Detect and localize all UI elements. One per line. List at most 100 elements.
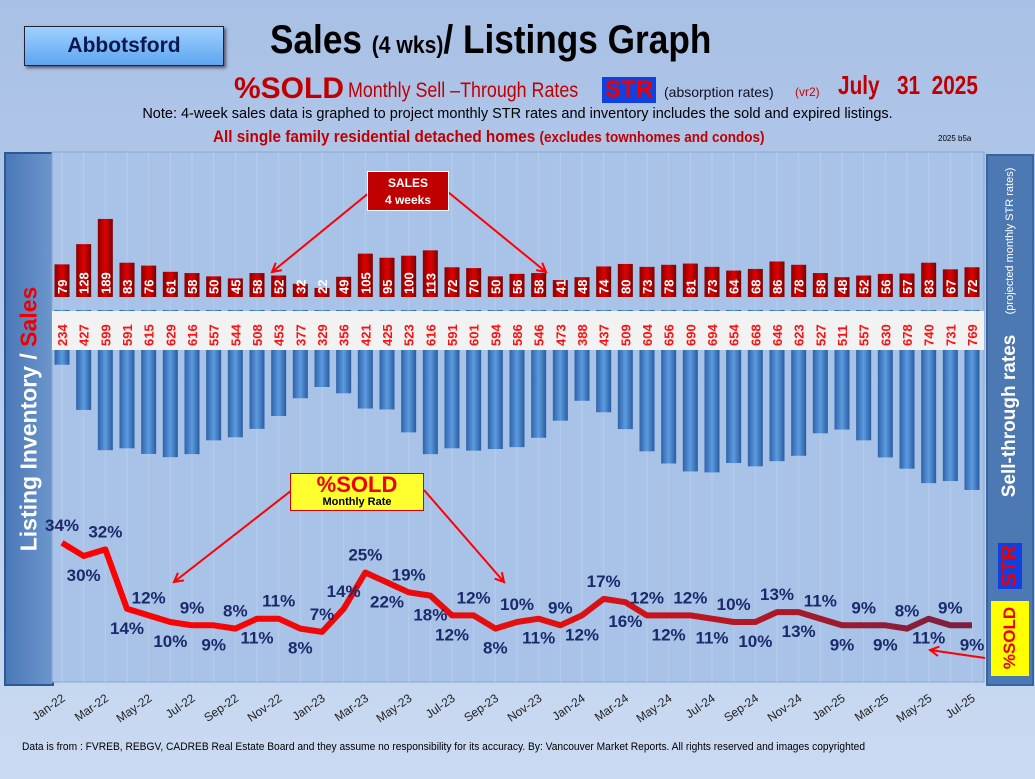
sales-bar (97, 218, 113, 297)
sales-value-label: 105 (358, 272, 373, 294)
sales-bar (791, 264, 807, 297)
sales-bar (76, 244, 92, 297)
sales-bar (401, 255, 417, 297)
sales-value-label: 58 (532, 280, 547, 294)
listings-value-label: 329 (315, 324, 330, 346)
listings-value-label: 678 (900, 324, 915, 346)
sales-value-label: 67 (943, 280, 958, 294)
pct-sold-label: 19% (392, 565, 426, 584)
listings-bar (964, 310, 980, 490)
sales-bar (119, 262, 135, 297)
pct-sold-label: 9% (830, 635, 855, 654)
x-tick-label: Jul-22 (163, 691, 198, 721)
sales-bar (596, 266, 612, 297)
pct-sold-label: 14% (110, 619, 144, 638)
sales-value-label: 83 (922, 280, 937, 294)
title-wks: (4 wks) (371, 32, 444, 59)
report-date: July 31 2025 (838, 70, 978, 100)
listings-value-label: 769 (965, 324, 980, 346)
pct-sold-label: 14% (327, 582, 361, 601)
sales-value-label: 52 (857, 280, 872, 294)
pct-sold-label: 25% (348, 546, 382, 565)
pct-sold-label: 9% (548, 598, 573, 617)
arrowhead-icon (270, 262, 283, 274)
listings-value-label: 377 (293, 324, 308, 346)
sales-value-label: 189 (98, 272, 113, 294)
sales-bar (162, 271, 178, 297)
sales-value-label: 61 (163, 280, 178, 294)
listings-value-label: 694 (705, 324, 720, 346)
arrowhead-icon (927, 645, 940, 657)
x-tick-label: Nov-23 (505, 691, 545, 725)
x-tick-label: Jan-23 (290, 691, 328, 724)
listings-value-label: 630 (878, 324, 893, 346)
pct-sold-label: 8% (223, 602, 248, 621)
x-tick-label: Sep-24 (721, 691, 761, 725)
sales-bar (704, 266, 720, 297)
pct-sold-label: 32% (88, 522, 122, 541)
x-tick-label: May-24 (634, 691, 675, 726)
x-tick-label: May-25 (894, 691, 935, 726)
pct-sold-line (60, 540, 972, 635)
sales-bar (942, 269, 958, 297)
x-tick-label: Mar-24 (592, 691, 631, 724)
pct-sold-label: 16% (608, 612, 642, 631)
pct-sold-label: 12% (457, 588, 491, 607)
sales-value-label: 48 (575, 280, 590, 294)
listings-bar (921, 310, 937, 484)
right-sold-box: %SOLD (991, 601, 1029, 676)
sales-bar (661, 264, 677, 297)
sales-value-label: 81 (683, 280, 698, 294)
sales-value-label: 64 (727, 279, 742, 294)
callout-arrow (173, 489, 293, 583)
listings-value-label: 427 (77, 324, 92, 346)
pct-sold-label: 12% (565, 625, 599, 644)
listings-value-label: 523 (402, 324, 417, 346)
pct-sold-label: 8% (288, 639, 313, 658)
sales-callout-2: 4 weeks (384, 193, 432, 207)
sales-bar (184, 273, 200, 297)
sales-value-label: 58 (250, 280, 265, 294)
pct-sold-label: 13% (760, 585, 794, 604)
pct-sold-label: 8% (483, 639, 508, 658)
pct-sold-label: 17% (587, 572, 621, 591)
listings-value-label: 557 (207, 324, 222, 346)
pct-sold-label: 11% (240, 629, 273, 648)
x-tick-label: Jan-25 (810, 691, 848, 724)
subtitle: %SOLD Monthly Sell –Through Rates STR (abso… (0, 0, 1035, 110)
listings-value-label: 646 (770, 324, 785, 346)
x-tick-label: Jul-24 (683, 691, 718, 721)
pct-sold-label: 9% (180, 598, 205, 617)
pct-sold-label: 12% (435, 625, 469, 644)
listings-value-label: 509 (618, 324, 633, 346)
sales-value-label: 80 (618, 280, 633, 294)
sales-bar (769, 261, 785, 297)
sales-bar (531, 273, 547, 297)
sales-value-label: 95 (380, 280, 395, 294)
pct-sold-label: 13% (782, 622, 816, 641)
listings-value-label: 586 (510, 324, 525, 346)
callout-arrow (271, 191, 371, 273)
listings-value-label: 591 (445, 324, 460, 346)
sales-value-label: 52 (272, 280, 287, 294)
listings-value-label: 388 (575, 324, 590, 346)
pct-sold-label: 10% (500, 595, 534, 614)
sales-value-label: 113 (423, 273, 438, 294)
listings-value-label: 604 (640, 324, 655, 346)
listings-value-label: 356 (337, 324, 352, 346)
sales-bar (444, 267, 460, 297)
listings-value-label: 591 (120, 324, 135, 346)
sales-value-label: 78 (792, 280, 807, 294)
subtitle-abs: (absorption rates) (664, 84, 774, 100)
listings-value-label: 623 (792, 324, 807, 346)
sales-bar (964, 267, 980, 297)
pct-sold-label: 30% (67, 566, 101, 585)
sales-bar (357, 253, 373, 297)
sold-callout-2: Monthly Rate (322, 496, 392, 508)
listings-value-label: 557 (857, 324, 872, 346)
sales-bar (574, 277, 590, 297)
sales-bar (856, 275, 872, 297)
sales-value-label: 72 (445, 280, 460, 294)
x-tick-label: Nov-24 (765, 691, 805, 725)
pct-sold-label: 9% (938, 598, 963, 617)
